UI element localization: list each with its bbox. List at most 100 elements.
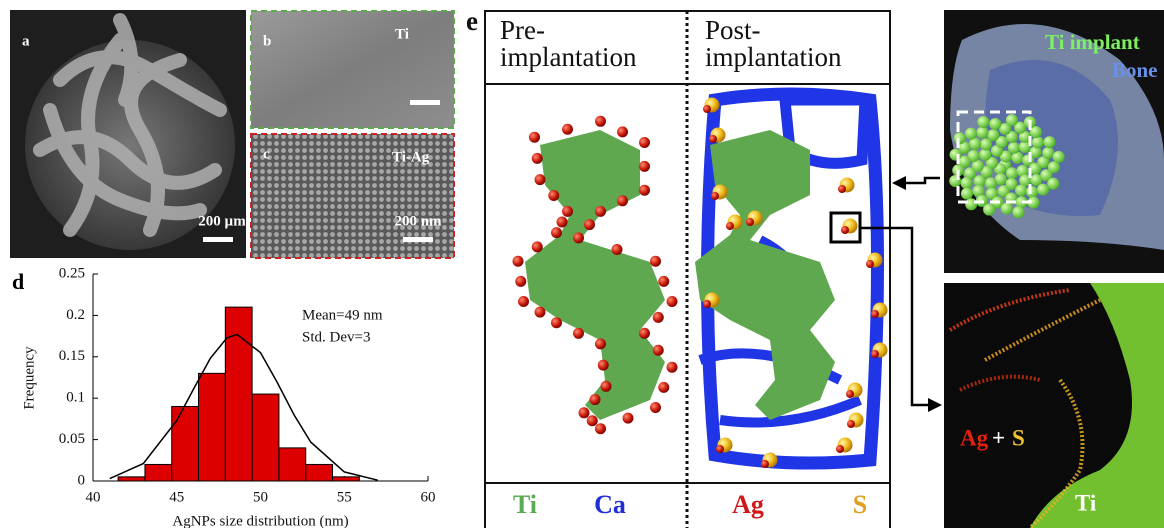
ca-particle: [535, 174, 546, 185]
ti-sphere: [1012, 206, 1024, 218]
ag-particle: [703, 300, 711, 308]
ca-particle: [601, 381, 612, 392]
ca-particle: [562, 124, 573, 135]
x-tick-label: 40: [86, 489, 101, 505]
bar: [306, 464, 333, 481]
y-tick-label: 0.2: [66, 307, 85, 323]
bar: [279, 448, 306, 481]
ca-particle: [667, 362, 678, 373]
ca-particle: [650, 402, 661, 413]
ca-particle: [639, 161, 650, 172]
ti-sphere: [977, 116, 989, 128]
ti-sphere: [985, 177, 997, 189]
ca-particle: [653, 312, 664, 323]
heading: implantation: [705, 42, 842, 72]
ag-particle: [841, 226, 849, 234]
ca-particle: [595, 116, 606, 127]
material-label: Ti-Ag: [392, 149, 430, 165]
arrow-head: [928, 398, 942, 412]
legend-label: Ti: [513, 490, 537, 519]
figure: a 200 µm b Ti c Ti-Ag 200 nm d00.050.10.…: [0, 0, 1164, 528]
x-tick-label: 60: [421, 489, 436, 505]
ag-particle: [711, 192, 719, 200]
ca-particle: [590, 394, 601, 405]
eds-label: Ti: [1075, 490, 1097, 515]
ca-particle: [532, 153, 543, 164]
arrow-head: [892, 176, 906, 190]
ag-particle: [871, 310, 879, 318]
ti-sphere: [1026, 186, 1038, 198]
ag-particle: [761, 460, 769, 468]
ca-particle: [653, 345, 664, 356]
bar: [172, 406, 199, 481]
ti-sphere: [965, 128, 977, 140]
annotation: Std. Dev=3: [302, 329, 370, 345]
ti-sphere: [961, 188, 973, 200]
ti-sphere: [1042, 147, 1054, 159]
ag-particle: [726, 222, 734, 230]
ca-particle: [617, 195, 628, 206]
panel-label: d: [12, 269, 24, 294]
ti-sphere: [1006, 167, 1018, 179]
ca-particle: [548, 190, 559, 201]
bar: [199, 373, 226, 481]
ca-particle: [587, 415, 598, 426]
ti-sphere: [1043, 136, 1055, 148]
y-tick-label: 0.15: [59, 348, 85, 364]
ag-particle: [871, 350, 879, 358]
ct-label: Ti implant: [1045, 30, 1140, 54]
ca-particle: [667, 296, 678, 307]
eds-label: Ag: [960, 425, 989, 450]
ti-sphere: [1006, 114, 1018, 126]
ca-particle: [595, 206, 606, 217]
ca-particle: [535, 307, 546, 318]
ca-particle: [595, 338, 606, 349]
ca-particle: [529, 132, 540, 143]
ca-particle: [639, 328, 650, 339]
ag-particle: [746, 218, 754, 226]
ti-sphere: [969, 138, 981, 150]
ca-particle: [639, 185, 650, 196]
ca-particle: [573, 232, 584, 243]
legend-label: S: [853, 490, 867, 519]
heading: Post-: [705, 15, 761, 45]
ti-sphere: [987, 129, 999, 141]
y-tick-label: 0.05: [59, 431, 85, 447]
annotation: Mean=49 nm: [302, 307, 383, 323]
ca-particle: [595, 423, 606, 434]
ca-particle: [518, 296, 529, 307]
ti-sphere: [954, 132, 966, 144]
legend-label: Ca: [594, 490, 626, 519]
panel-label: b: [263, 33, 271, 49]
scale-bar: [403, 237, 433, 242]
ag-particle: [836, 445, 844, 453]
ca-particle: [513, 256, 524, 267]
scale-bar-label: 200 nm: [394, 213, 442, 229]
material-label: Ti: [395, 26, 409, 42]
ti-sphere: [1015, 185, 1027, 197]
legend-label: Ag: [732, 490, 764, 519]
ca-particle: [612, 244, 623, 255]
x-tick-label: 55: [337, 489, 352, 505]
y-axis-label: Frequency: [21, 346, 37, 410]
ti-sphere: [976, 126, 988, 138]
panel-label: e: [466, 6, 478, 36]
ti-sphere: [1008, 142, 1020, 154]
ag-particle: [703, 105, 711, 113]
ca-particle: [562, 206, 573, 217]
bar: [225, 307, 252, 481]
ti-sphere: [1048, 161, 1060, 173]
ag-particle: [846, 390, 854, 398]
ca-particle: [579, 407, 590, 418]
ti-sphere: [1053, 151, 1065, 163]
bar: [252, 394, 279, 481]
ca-particle: [639, 137, 650, 148]
ca-particle: [573, 328, 584, 339]
ti-sphere: [965, 198, 977, 210]
histogram-chart: d00.050.10.150.20.254045505560Mean=49 nm…: [12, 265, 436, 528]
ag-particle: [866, 260, 874, 268]
x-axis-label: AgNPs size distribution (nm): [172, 513, 348, 528]
ag-particle: [838, 185, 846, 193]
schematic: [513, 94, 888, 468]
ca-particle: [551, 227, 562, 238]
